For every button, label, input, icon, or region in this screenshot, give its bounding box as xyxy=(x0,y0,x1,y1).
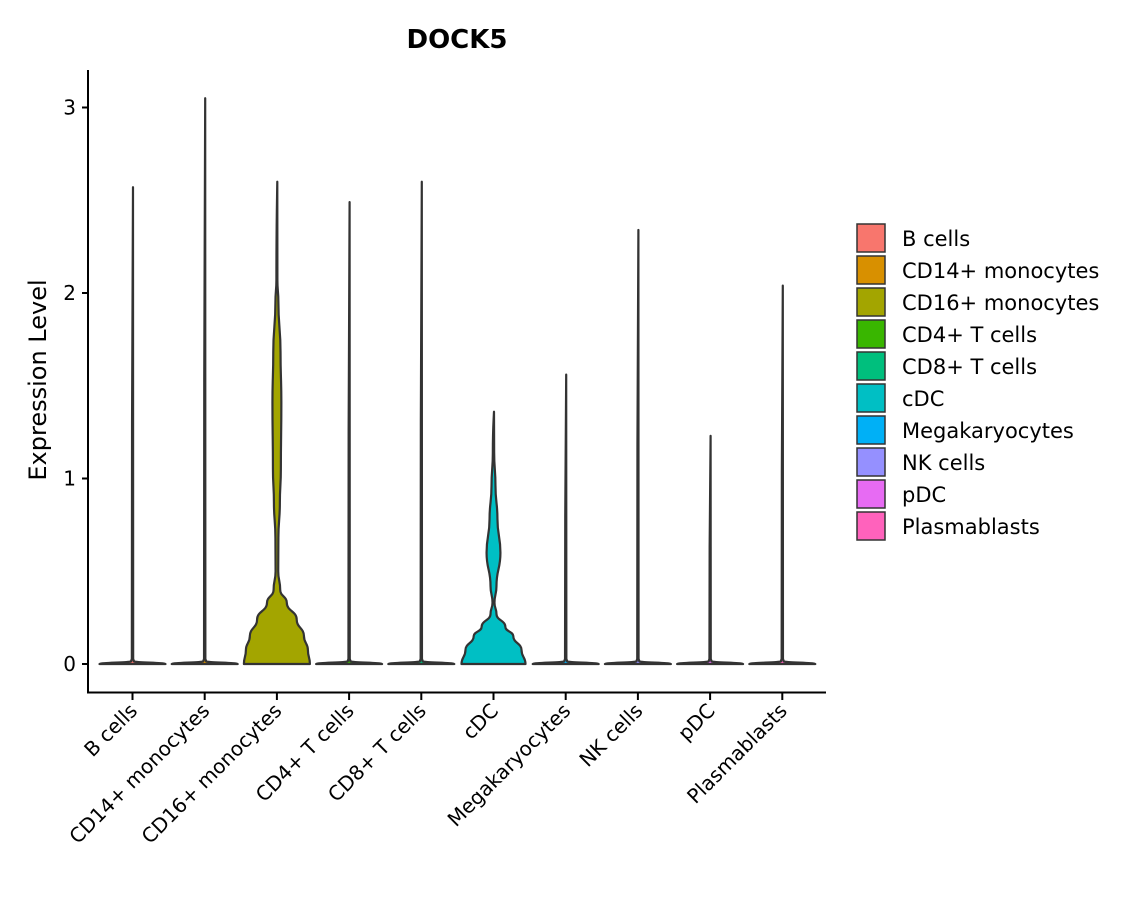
legend-swatch xyxy=(856,319,886,349)
legend-swatch xyxy=(856,351,886,381)
legend-swatch xyxy=(856,415,886,445)
violin-cd8-t-cells xyxy=(387,180,456,666)
legend-swatch xyxy=(856,383,886,413)
legend-item: CD4+ T cells xyxy=(856,319,1037,349)
legend-item: B cells xyxy=(856,223,970,253)
violin-cdc xyxy=(460,410,527,666)
legend-swatch xyxy=(856,223,886,253)
legend-label: Plasmablasts xyxy=(902,515,1040,539)
x-tick-label: NK cells xyxy=(574,699,647,772)
legend-item: NK cells xyxy=(856,447,985,477)
legend-label: B cells xyxy=(902,227,970,251)
violin-pdc xyxy=(676,434,745,666)
legend-item: CD8+ T cells xyxy=(856,351,1037,381)
legend-label: CD8+ T cells xyxy=(902,355,1037,379)
legend-swatch xyxy=(856,255,886,285)
y-tick-label: 0 xyxy=(63,652,76,676)
x-tick-label: pDC xyxy=(673,699,720,746)
x-tick-label: B cells xyxy=(79,699,142,762)
legend-label: CD16+ monocytes xyxy=(902,291,1099,315)
x-tick-label: Megakaryocytes xyxy=(443,699,576,832)
x-tick-label: cDC xyxy=(458,699,504,745)
violin-cd16-monocytes xyxy=(242,180,311,666)
legend-swatch xyxy=(856,479,886,509)
violin-megakaryocytes xyxy=(531,373,600,666)
y-ticks: 0 1 2 3 xyxy=(63,96,88,676)
chart-title: DOCK5 xyxy=(406,25,507,55)
legend-label: cDC xyxy=(902,387,944,411)
x-tick-label: CD16+ monocytes xyxy=(137,699,287,849)
legend-swatch xyxy=(856,447,886,477)
x-tick-label: CD14+ monocytes xyxy=(64,699,214,849)
violin-cd14-monocytes xyxy=(170,97,239,666)
violin-b-cells xyxy=(98,186,167,666)
legend-item: CD16+ monocytes xyxy=(856,287,1099,317)
legend-swatch xyxy=(856,287,886,317)
y-tick-label: 2 xyxy=(63,281,76,305)
violin-cd4-t-cells xyxy=(315,201,384,666)
legend-item: Plasmablasts xyxy=(856,511,1040,541)
legend-label: NK cells xyxy=(902,451,985,475)
y-tick-label: 3 xyxy=(63,96,76,120)
legend-label: CD4+ T cells xyxy=(902,323,1037,347)
violins xyxy=(98,97,817,666)
y-axis-label: Expression Level xyxy=(24,279,52,480)
violin-nk-cells xyxy=(603,228,672,666)
legend-label: CD14+ monocytes xyxy=(902,259,1099,283)
legend-item: pDC xyxy=(856,479,946,509)
legend-label: pDC xyxy=(902,483,946,507)
legend-item: cDC xyxy=(856,383,944,413)
legend-item: CD14+ monocytes xyxy=(856,255,1099,285)
legend: B cells CD14+ monocytes CD16+ monocytes CD4… xyxy=(856,223,1099,541)
legend-label: Megakaryocytes xyxy=(902,419,1074,443)
legend-item: Megakaryocytes xyxy=(856,415,1074,445)
y-tick-label: 1 xyxy=(63,467,76,491)
violin-plasmablasts xyxy=(748,284,817,666)
legend-swatch xyxy=(856,511,886,541)
